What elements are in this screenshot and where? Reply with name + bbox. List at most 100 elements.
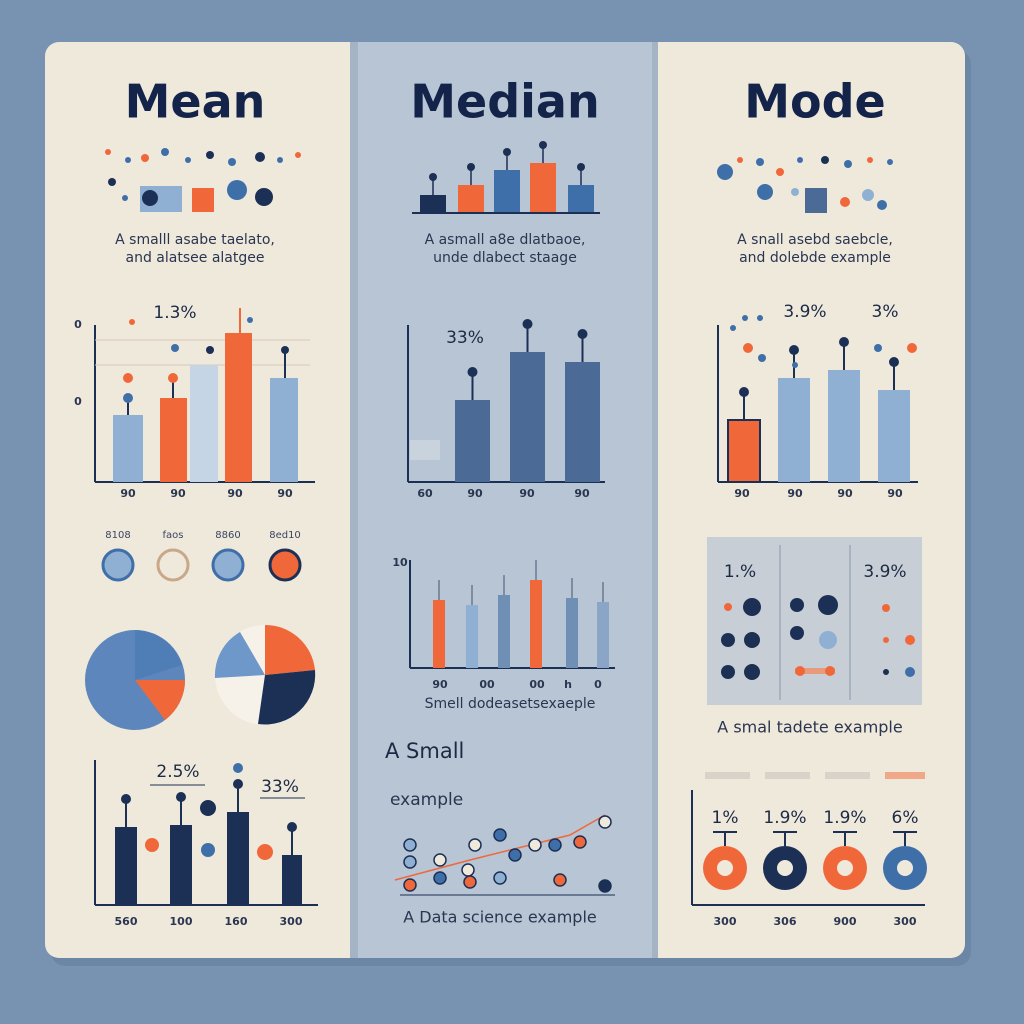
- scatter-dot: [403, 855, 417, 869]
- tick-label: 300: [894, 915, 917, 928]
- stem-knob: [233, 779, 243, 789]
- dot: [141, 154, 149, 162]
- tick-label: 90: [837, 487, 853, 500]
- dot: [882, 604, 890, 612]
- dot: [840, 197, 850, 207]
- tick-label: 00: [479, 678, 495, 691]
- tick-label: 90: [227, 487, 243, 500]
- scatter-dot: [528, 838, 542, 852]
- bar-shape: [597, 602, 609, 668]
- dot-panel: [707, 537, 922, 705]
- dot: [792, 362, 798, 368]
- divider: [350, 42, 358, 958]
- ring-hole: [897, 860, 913, 876]
- tick-label: 90: [734, 487, 750, 500]
- bar-shape: [828, 370, 860, 482]
- dot: [717, 164, 733, 180]
- dot: [867, 157, 873, 163]
- tick-label: 306: [774, 915, 797, 928]
- tick-label: 300: [280, 915, 303, 928]
- dot: [874, 344, 882, 352]
- bar-shape: [805, 188, 827, 213]
- column-title: Mean: [125, 75, 266, 129]
- stem-knob: [577, 329, 588, 339]
- circle-label: 8ed10: [269, 530, 301, 541]
- dot: [108, 178, 116, 186]
- stem-knob: [121, 794, 131, 804]
- dot: [818, 595, 838, 615]
- dot: [819, 631, 837, 649]
- bar-shape: [498, 595, 510, 668]
- dot: [791, 188, 799, 196]
- scatter-dot: [493, 828, 507, 842]
- dot: [123, 393, 133, 403]
- chart-label: 33%: [261, 777, 299, 797]
- dot: [206, 151, 214, 159]
- caption: unde dlabect staage: [433, 250, 577, 266]
- scatter-dot: [403, 838, 417, 852]
- caption: A snall asebd saebcle,: [737, 232, 893, 248]
- tick-label: h: [564, 678, 572, 691]
- bar-shape: [282, 855, 302, 905]
- bar-shape: [190, 365, 218, 482]
- tick-label: 90: [519, 487, 535, 500]
- circle-label: faos: [163, 530, 184, 541]
- dot: [724, 603, 732, 611]
- dot: [227, 180, 247, 200]
- dot: [255, 152, 265, 162]
- dot: [883, 669, 889, 675]
- stem-knob: [522, 319, 533, 329]
- dot: [257, 844, 273, 860]
- scatter-dot: [508, 848, 522, 862]
- dot: [821, 156, 829, 164]
- scatter-dot: [573, 835, 587, 849]
- caption: and dolebde example: [739, 250, 891, 266]
- stem-knob: [889, 357, 899, 367]
- dot: [201, 843, 215, 857]
- dot: [776, 168, 784, 176]
- dot: [730, 325, 736, 331]
- bar-shape: [566, 598, 578, 668]
- scatter-dot: [553, 873, 567, 887]
- dot: [907, 343, 917, 353]
- dot: [790, 598, 804, 612]
- bar-shape: [270, 378, 298, 482]
- dot: [744, 664, 760, 680]
- dot: [887, 159, 893, 165]
- tick-label: 90: [887, 487, 903, 500]
- dot: [145, 838, 159, 852]
- bar-shape: [778, 378, 810, 482]
- scatter-dot: [433, 871, 447, 885]
- dot: [168, 373, 178, 383]
- bar-outline: [727, 419, 761, 483]
- dot: [161, 148, 169, 156]
- bar-shape: [568, 185, 594, 213]
- bar-shape: [728, 420, 760, 482]
- dot: [206, 346, 214, 354]
- dot: [142, 190, 158, 206]
- dot: [105, 149, 111, 155]
- tick-label: 90: [787, 487, 803, 500]
- ring-hole: [837, 860, 853, 876]
- dot: [721, 633, 735, 647]
- bar-shape: [795, 668, 835, 674]
- dot: [233, 763, 243, 773]
- dot: [247, 317, 253, 323]
- chart-label: 3%: [872, 302, 899, 322]
- chart-label: 1.3%: [153, 303, 196, 323]
- pie-slice: [265, 624, 315, 675]
- header-bar: [705, 772, 750, 779]
- dot: [125, 157, 131, 163]
- dot: [123, 373, 133, 383]
- pie-slice: [214, 632, 265, 678]
- dot: [797, 157, 803, 163]
- dot: [255, 188, 273, 206]
- stem-knob: [539, 141, 547, 149]
- bar-shape: [225, 333, 252, 482]
- dot: [185, 157, 191, 163]
- pie-slice: [258, 670, 316, 725]
- stem-knob: [503, 148, 511, 156]
- bar-shape: [113, 415, 143, 482]
- stem-knob: [467, 367, 478, 377]
